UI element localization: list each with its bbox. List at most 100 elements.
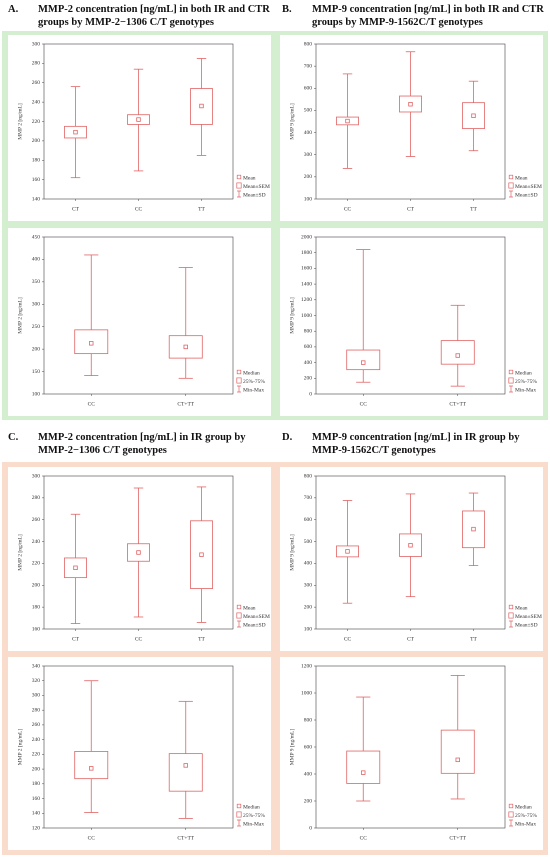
heading-label: D.: [282, 432, 293, 443]
legend-symbol: [508, 604, 514, 610]
chart-panel: MMP 2 [ng/mL] 120 140 160 180 200 220 240 260 280…: [8, 657, 271, 850]
x-tick-label: TT: [198, 206, 205, 212]
y-tick-label: 300: [304, 152, 313, 158]
y-tick-label: 300: [304, 583, 313, 589]
legend-label: 25%-75%: [243, 813, 265, 819]
center-marker: [73, 565, 78, 570]
y-tick-label: 140: [32, 811, 41, 817]
center-marker: [199, 552, 204, 557]
center-marker: [471, 113, 476, 118]
y-axis-label: MMP 2 [ng/mL]: [17, 297, 23, 334]
y-tick-label: 800: [304, 328, 313, 334]
y-tick-label: 600: [304, 344, 313, 350]
chart-panel: MMP 2 [ng/mL] 160 180 200 220 240 260 280 300 CT C…: [8, 467, 271, 651]
center-marker: [345, 118, 350, 124]
y-tick-label: 1200: [301, 663, 312, 669]
y-tick-label: 240: [32, 539, 41, 545]
y-tick-label: 300: [32, 302, 41, 308]
y-tick-label: 400: [32, 257, 41, 263]
y-tick-label: 140: [32, 196, 41, 202]
y-tick-label: 400: [304, 561, 313, 567]
legend-symbol: [237, 385, 241, 393]
plot-frame: [43, 236, 234, 395]
legend-label: Mean±SEM: [515, 614, 542, 620]
chart: MMP 2 [ng/mL] 140 160 180 200 220 240 260 280 300…: [17, 41, 270, 212]
x-tick-label: CC: [135, 636, 143, 642]
x-tick-label: CC: [88, 401, 96, 407]
legend-label: Min-Max: [243, 387, 264, 393]
y-tick-label: 350: [32, 279, 41, 285]
legend-symbol: [236, 182, 242, 189]
box: [74, 751, 109, 780]
x-tick-label: CT+TT: [177, 401, 194, 407]
y-tick-label: 180: [32, 604, 41, 610]
y-tick-label: 280: [32, 707, 41, 713]
y-tick-label: 1800: [301, 250, 312, 256]
heading: C. MMP-2 concentration [ng/mL] in IR grou…: [8, 431, 270, 457]
center-marker: [136, 117, 141, 122]
y-tick-label: 1200: [301, 297, 312, 303]
heading: B. MMP-9 concentration [ng/mL] in both IR…: [282, 3, 544, 29]
center-marker: [361, 770, 366, 775]
x-tick-label: CC: [360, 835, 368, 841]
legend-label: Mean: [243, 605, 256, 611]
x-tick-label: CT: [407, 636, 415, 642]
x-tick-label: CT+TT: [177, 835, 194, 841]
legend-label: Mean±SEM: [515, 184, 542, 190]
x-tick-label: CC: [88, 835, 96, 841]
y-tick-label: 400: [304, 771, 313, 777]
legend-symbol: [236, 369, 242, 375]
x-tick-label: TT: [470, 636, 477, 642]
legend-symbol: [508, 612, 514, 619]
legend-symbol: [508, 377, 514, 384]
heading-label: C.: [8, 432, 19, 443]
center-marker: [408, 543, 413, 548]
center-marker: [183, 763, 188, 768]
y-tick-label: 220: [32, 561, 41, 567]
y-axis-label: MMP 9 [ng/mL]: [289, 103, 295, 140]
y-tick-label: 250: [32, 324, 41, 330]
y-axis-label: MMP 9 [ng/mL]: [289, 729, 295, 766]
y-axis-label: MMP 9 [ng/mL]: [289, 297, 295, 334]
x-tick-label: CC: [344, 636, 352, 642]
legend-label: Mean: [243, 175, 256, 181]
legend-label: Mean±SD: [515, 192, 538, 198]
center-marker: [89, 341, 94, 346]
legend-symbol: [508, 369, 514, 375]
y-axis-label: MMP 2 [ng/mL]: [17, 534, 23, 571]
y-tick-label: 180: [32, 781, 41, 787]
box: [346, 349, 381, 371]
box: [346, 750, 381, 784]
y-tick-label: 200: [304, 174, 313, 180]
heading-title: MMP-2 concentration [ng/mL] in both IR a…: [38, 4, 270, 28]
legend-label: Mean: [515, 175, 528, 181]
y-tick-label: 1000: [301, 690, 312, 696]
y-tick-label: 200: [32, 346, 41, 352]
y-tick-label: 300: [32, 473, 41, 479]
legend-symbol: [236, 377, 242, 384]
heading: A. MMP-2 concentration [ng/mL] in both IR…: [8, 3, 270, 29]
y-axis-label: MMP 2 [ng/mL]: [17, 729, 23, 766]
chart-panel: MMP 2 [ng/mL] 140 160 180 200 220 240 260 280 300…: [8, 35, 271, 221]
center-marker: [183, 344, 188, 350]
center-marker: [89, 766, 94, 771]
legend-symbol: [237, 190, 241, 198]
legend-label: Median: [515, 370, 532, 376]
y-tick-label: 800: [304, 717, 313, 723]
legend-label: 25%-75%: [515, 813, 537, 819]
center-marker: [199, 103, 204, 109]
y-tick-label: 320: [32, 678, 41, 684]
x-tick-label: TT: [470, 206, 477, 212]
y-tick-label: 160: [32, 177, 41, 183]
legend-symbol: [509, 190, 513, 198]
y-tick-label: 1000: [301, 313, 312, 319]
legend-symbol: [508, 174, 514, 180]
y-tick-label: 280: [32, 61, 41, 67]
x-tick-label: CT+TT: [449, 401, 466, 407]
y-tick-label: 800: [304, 41, 313, 47]
legend-symbol: [509, 385, 513, 393]
y-tick-label: 120: [32, 825, 41, 831]
legend-label: Median: [243, 370, 260, 376]
chart: MMP 9 [ng/mL] 0 200 400 600 800 1000 1200 CC CT+T…: [289, 663, 537, 841]
legend-symbol: [236, 604, 242, 610]
